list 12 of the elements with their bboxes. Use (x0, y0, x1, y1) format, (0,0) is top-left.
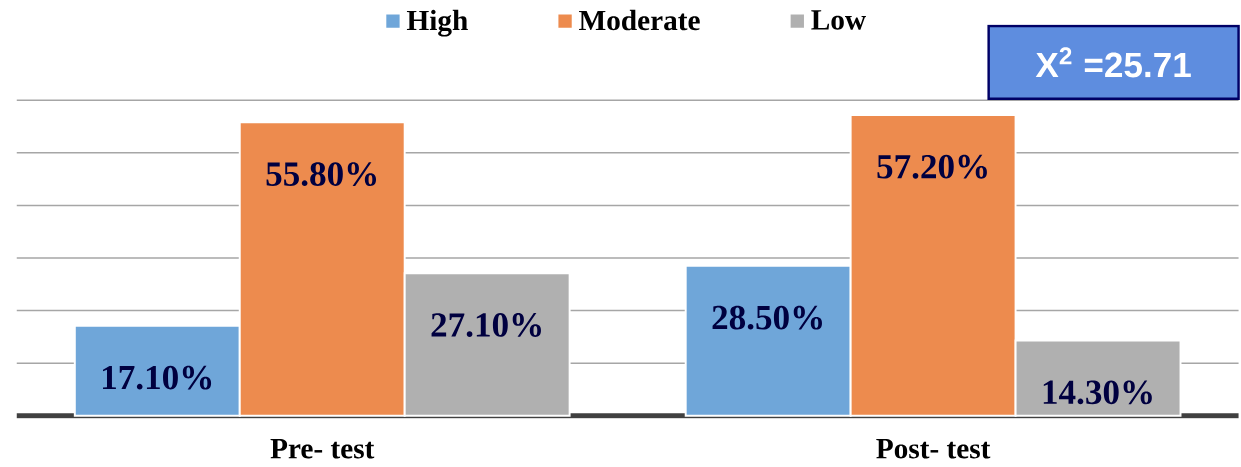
legend-label: Low (811, 10, 866, 30)
legend-label: Moderate (579, 9, 700, 31)
data-label: 28.50% (712, 305, 822, 330)
legend-label: High (406, 9, 468, 37)
x-tick-label: Post- test (876, 439, 991, 459)
text: X$^{2}$ =25.71 (1035, 47, 1191, 78)
data-label: 27.10% (431, 313, 541, 338)
data-label: 57.20% (877, 155, 987, 179)
data-label: 55.80% (266, 162, 377, 187)
x-tick-label: Pre- test (270, 439, 375, 459)
data-label: 14.30% (1043, 380, 1152, 405)
data-label: 17.10% (103, 365, 212, 390)
